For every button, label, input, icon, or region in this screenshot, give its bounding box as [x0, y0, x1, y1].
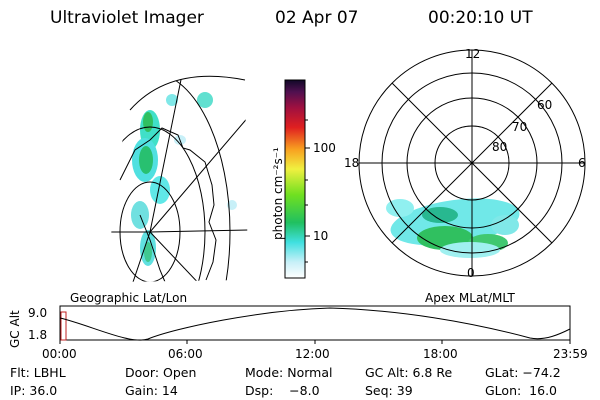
- orbit-ytick-bottom: 1.8: [28, 328, 48, 342]
- mode-info: Mode: Normal: [245, 365, 333, 380]
- continent-outline: [119, 127, 217, 282]
- instrument-title: Ultraviolet Imager: [50, 8, 204, 28]
- gc-alt-info: GC Alt: 6.8 Re: [365, 365, 453, 380]
- orbit-xtick-1800: 18:00: [423, 347, 458, 361]
- mlt-label-18: 18: [344, 156, 360, 170]
- gain-info: Gain: 14: [125, 383, 178, 398]
- orbit-xtick-1200: 12:00: [295, 347, 330, 361]
- lat-label-80: 80: [492, 140, 508, 154]
- lat-label-70: 70: [512, 120, 528, 134]
- door-info: Door: Open: [125, 365, 197, 380]
- colorbar-label: photon cm⁻²s⁻¹: [271, 147, 285, 240]
- time-label: 00:20:10 UT: [428, 8, 533, 28]
- orbit-xtick-2359: 23:59: [553, 347, 588, 361]
- ip-info: IP: 36.0: [10, 383, 58, 398]
- altitude-curve: [59, 307, 571, 341]
- dsp-info: Dsp: −8.0: [245, 383, 320, 398]
- mlt-label-12: 12: [465, 47, 481, 61]
- orbit-plot: [59, 305, 571, 344]
- color-bar: [284, 79, 310, 279]
- date-label: 02 Apr 07: [275, 8, 359, 28]
- glat-info: GLat: −74.2: [485, 365, 561, 380]
- glon-info: GLon: 16.0: [485, 383, 557, 398]
- colorbar-tick-10: 10: [313, 229, 329, 243]
- colorbar-tick-100: 100: [313, 141, 336, 155]
- mlt-label-0: 0: [467, 266, 475, 280]
- aurora-emission-right: [386, 198, 520, 258]
- seq-info: Seq: 39: [365, 383, 413, 398]
- orbit-xtick-0000: 00:00: [42, 347, 77, 361]
- geographic-map: [110, 75, 248, 282]
- apex-map-label: Apex MLat/MLT: [425, 291, 515, 305]
- filter-info: Flt: LBHL: [10, 365, 66, 380]
- mlt-label-6: 6: [578, 156, 586, 170]
- orbit-xtick-0600: 06:00: [168, 347, 203, 361]
- lat-label-60: 60: [537, 98, 553, 112]
- polar-plot: [358, 49, 586, 277]
- geographic-map-label: Geographic Lat/Lon: [70, 291, 188, 305]
- orbit-ytick-top: 9.0: [28, 306, 48, 320]
- orbit-ylabel: GC Alt: [8, 310, 22, 348]
